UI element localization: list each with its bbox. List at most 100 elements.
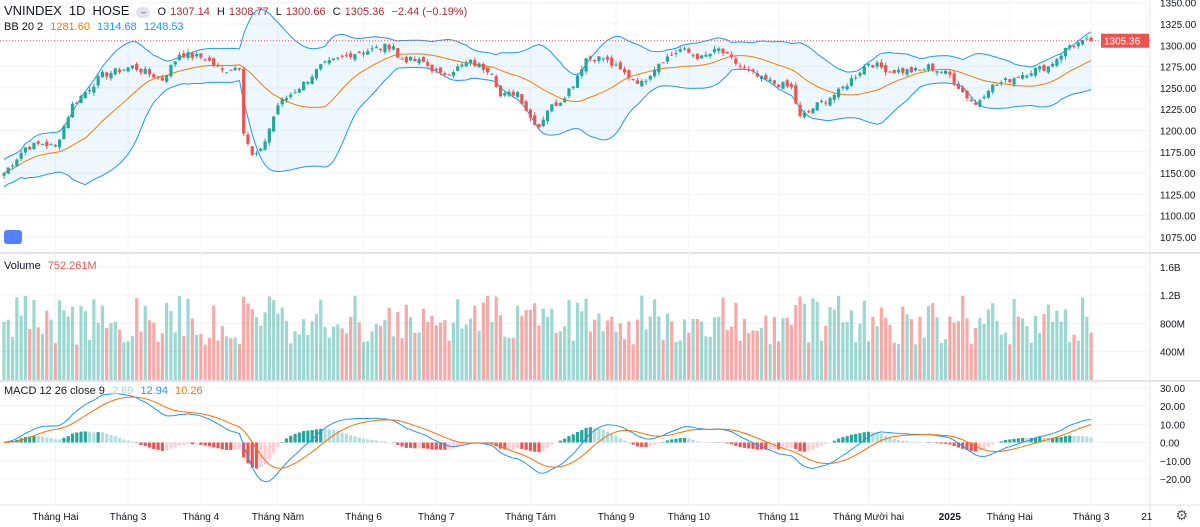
tradingview-logo-icon[interactable] xyxy=(4,230,22,244)
macd-histogram-bar xyxy=(250,442,254,468)
volume-bar xyxy=(901,306,905,380)
candle-body xyxy=(361,53,366,55)
volume-bar xyxy=(759,327,764,380)
candle-body xyxy=(614,64,618,66)
macd-histogram-bar xyxy=(854,433,858,443)
candle-body xyxy=(156,76,160,78)
macd-histogram-bar xyxy=(1059,437,1063,443)
candle-body xyxy=(289,94,293,97)
macd-histogram-bar xyxy=(66,436,70,443)
candle-body xyxy=(117,69,122,73)
macd-histogram-bar xyxy=(935,442,939,444)
macd-histogram-bar xyxy=(357,437,361,443)
macd-legend[interactable]: MACD 12 26 close 9 2.69 12.94 10.26 xyxy=(4,385,203,397)
volume-bar xyxy=(854,342,858,380)
macd-histogram-bar xyxy=(1076,435,1080,443)
candle-body xyxy=(721,48,725,54)
candle-body xyxy=(139,69,143,73)
volume-bar xyxy=(956,321,961,380)
candle-body xyxy=(327,60,331,64)
macd-histogram-bar xyxy=(571,434,575,443)
volume-bar xyxy=(670,321,674,380)
macd-histogram-bar xyxy=(1003,439,1008,443)
bb-legend[interactable]: BB 20 2 1281.60 1314.68 1248.53 xyxy=(4,21,184,33)
macd-histogram-bar xyxy=(1046,437,1050,443)
volume-bar xyxy=(45,310,49,380)
volume-bar xyxy=(734,302,738,380)
candle-body xyxy=(447,74,451,76)
volume-bar xyxy=(952,322,956,380)
candle-body xyxy=(652,69,657,77)
candle-body xyxy=(657,63,661,73)
volume-bar xyxy=(58,300,62,380)
volume-bar xyxy=(807,342,811,380)
candle-body xyxy=(969,99,973,102)
candle-body xyxy=(357,51,361,54)
candle-body xyxy=(456,66,460,71)
macd-histogram-bar xyxy=(421,442,426,449)
candle-body xyxy=(918,69,922,71)
volume-bar xyxy=(438,322,443,380)
volume-legend[interactable]: Volume 752.261M xyxy=(4,260,97,272)
volume-bar xyxy=(349,316,353,380)
volume-bar xyxy=(563,326,567,380)
macd-histogram-bar xyxy=(426,442,430,449)
interval[interactable]: 1D xyxy=(68,3,86,18)
candle-body xyxy=(263,141,267,150)
macd-signal-line xyxy=(3,396,1092,469)
volume-bar xyxy=(533,303,537,380)
volume-bar xyxy=(400,338,404,380)
volume-bar xyxy=(297,334,301,380)
candle-body xyxy=(854,77,858,79)
candle-body xyxy=(220,68,224,70)
volume-bar xyxy=(336,324,340,380)
volume-bar xyxy=(88,339,92,380)
volume-bar xyxy=(331,326,336,380)
candle-body xyxy=(849,78,854,86)
volume-bar xyxy=(755,330,759,380)
candle-body xyxy=(789,84,794,87)
candle-body xyxy=(862,66,866,75)
candle-body xyxy=(926,64,931,70)
gear-icon[interactable]: ⚙ xyxy=(1175,507,1188,523)
macd-histogram-bar xyxy=(978,442,982,451)
candle-body xyxy=(10,165,15,167)
candle-body xyxy=(49,144,53,146)
candle-body xyxy=(438,67,443,73)
candle-body xyxy=(884,65,888,73)
minus-icon[interactable]: – xyxy=(136,6,151,18)
axis-tick-label: 1300.00 xyxy=(1160,41,1197,52)
candle-body xyxy=(53,144,57,147)
macd-histogram-bar xyxy=(23,436,27,443)
macd-histogram-bar xyxy=(1025,438,1029,443)
volume-bar xyxy=(597,313,601,380)
volume-bar xyxy=(785,317,789,380)
volume-bar xyxy=(430,315,434,380)
macd-histogram-bar xyxy=(759,442,764,450)
candle-body xyxy=(640,81,644,87)
volume-bar xyxy=(571,340,575,380)
candle-body xyxy=(516,92,520,97)
candle-body xyxy=(434,69,438,71)
macd-histogram-bar xyxy=(1008,439,1012,443)
macd-histogram-bar xyxy=(233,442,237,450)
volume-bar xyxy=(319,299,323,380)
macd-histogram-bar xyxy=(528,442,533,451)
volume-bar xyxy=(866,341,871,380)
candle-body xyxy=(28,146,32,150)
volume-bar xyxy=(909,319,913,380)
candle-body xyxy=(160,77,164,81)
time-axis-label: Tháng Mười hai xyxy=(833,512,904,523)
candle-body xyxy=(824,102,828,104)
volume-bar xyxy=(49,319,53,380)
macd-histogram-bar xyxy=(284,438,289,443)
candle-body xyxy=(991,84,995,92)
candle-body xyxy=(113,68,117,75)
macd-histogram-bar xyxy=(580,430,584,443)
candle-body xyxy=(635,80,640,84)
volume-bar xyxy=(712,317,717,380)
macd-histogram-bar xyxy=(575,432,580,443)
macd-histogram-bar xyxy=(327,429,331,443)
volume-bar xyxy=(631,344,635,380)
